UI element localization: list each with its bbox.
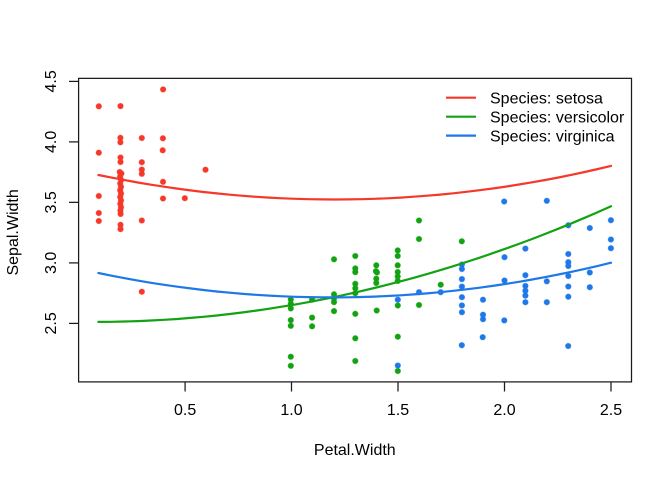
svg-text:2.5: 2.5 [600,402,622,419]
svg-text:1.0: 1.0 [280,402,302,419]
svg-text:Species: setosa: Species: setosa [490,91,603,108]
svg-text:3.0: 3.0 [43,252,60,274]
svg-text:0.5: 0.5 [174,402,196,419]
svg-text:4.0: 4.0 [43,131,60,153]
svg-text:2.5: 2.5 [43,312,60,334]
svg-text:Species: versicolor: Species: versicolor [490,110,625,127]
svg-text:1.5: 1.5 [387,402,409,419]
svg-text:3.5: 3.5 [43,191,60,213]
svg-text:2.0: 2.0 [493,402,515,419]
svg-text:Petal.Width: Petal.Width [314,442,396,459]
svg-text:Sepal.Width: Sepal.Width [5,189,22,275]
svg-text:4.5: 4.5 [43,70,60,92]
svg-text:Species: virginica: Species: virginica [490,128,615,145]
